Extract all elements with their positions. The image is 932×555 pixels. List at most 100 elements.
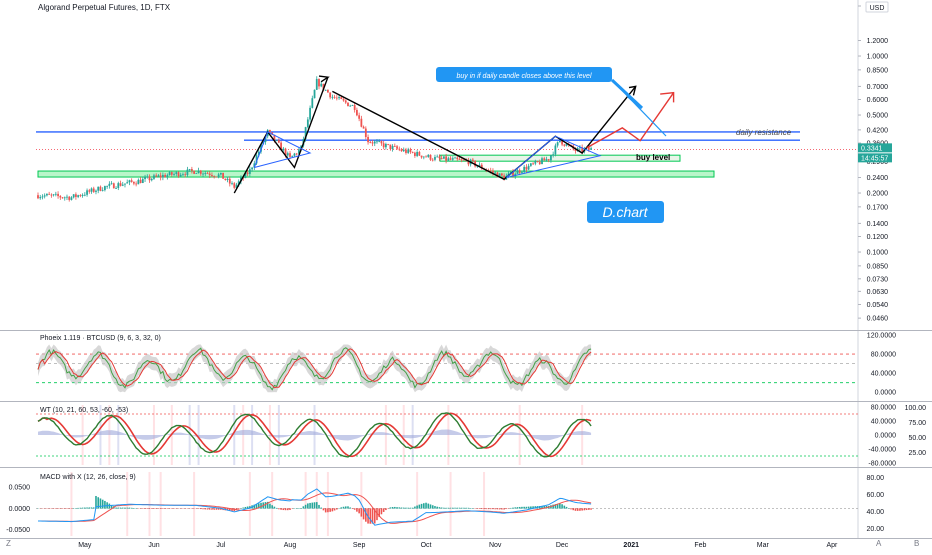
price-tick-label: 0.2000 — [867, 191, 889, 198]
time-tick-label: Dec — [556, 542, 569, 549]
candle-body — [528, 166, 530, 170]
candle-body — [392, 146, 394, 149]
candle-body — [195, 173, 197, 174]
candle-body — [358, 115, 360, 118]
price-tick-label: 0.0850 — [867, 263, 889, 270]
macd-histogram-bar — [425, 503, 427, 509]
candle-body — [166, 175, 168, 177]
candle-body — [548, 159, 550, 160]
candle-body — [307, 119, 309, 127]
candle-body — [117, 183, 119, 188]
candle-body — [79, 195, 81, 196]
log-scale-button[interactable]: B — [914, 539, 919, 548]
price-tick-label: 1.2000 — [867, 38, 889, 45]
candle-body — [546, 159, 548, 160]
macd-histogram-bar — [349, 507, 351, 508]
candle-body — [164, 175, 166, 177]
macd-histogram-bar — [271, 505, 273, 508]
macd-histogram-bar — [568, 508, 570, 509]
macd-right-tick-label: 20.00 — [866, 526, 884, 533]
macd-signal-bar — [327, 472, 329, 536]
candle-body — [247, 173, 249, 174]
macd-histogram-bar — [528, 507, 530, 509]
macd-right-tick-label: 80.00 — [866, 475, 884, 482]
candle-body — [42, 197, 44, 198]
candle-body — [532, 163, 534, 164]
macd-histogram-bar — [238, 508, 240, 509]
macd-histogram-bar — [329, 508, 331, 512]
macd-tick-label: 0.0000 — [9, 506, 31, 513]
candle-body — [387, 144, 389, 145]
macd-histogram-bar — [564, 506, 566, 509]
macd-histogram-bar — [316, 502, 318, 508]
macd-histogram-bar — [122, 508, 124, 509]
candle-body — [169, 172, 171, 175]
macd-histogram-bar — [410, 508, 412, 509]
candle-body — [193, 171, 195, 174]
candle-body — [447, 158, 449, 160]
macd-histogram-bar — [276, 508, 278, 509]
candle-body — [314, 90, 316, 98]
candle-body — [360, 119, 362, 127]
candle-body — [191, 169, 193, 171]
macd-histogram-bar — [274, 507, 276, 509]
macd-histogram-bar — [280, 508, 282, 509]
macd-histogram-bar — [242, 508, 244, 509]
candle-body — [231, 183, 233, 184]
macd-histogram-bar — [77, 508, 79, 509]
macd-histogram-bar — [144, 508, 146, 509]
candle-body — [537, 161, 539, 162]
candle-body — [427, 155, 429, 157]
candle-body — [534, 161, 536, 164]
candle-body — [55, 194, 57, 195]
candle-body — [318, 79, 320, 86]
macd-histogram-bar — [198, 508, 200, 509]
macd-histogram-bar — [497, 508, 499, 509]
macd-histogram-bar — [559, 503, 561, 508]
candle-body — [494, 173, 496, 174]
macd-histogram-bar — [490, 508, 492, 509]
candle-body — [160, 175, 162, 177]
macd-histogram-bar — [345, 506, 347, 508]
macd-histogram-bar — [124, 508, 126, 509]
macd-histogram-bar — [202, 508, 204, 509]
candle-body — [347, 103, 349, 107]
candle-body — [102, 190, 104, 191]
macd-histogram-bar — [492, 508, 494, 509]
macd-histogram-bar — [88, 507, 90, 508]
candle-body — [276, 140, 278, 141]
candle-body — [543, 158, 545, 160]
macd-histogram-bar — [84, 508, 86, 509]
candle-body — [86, 190, 88, 194]
macd-histogram-bar — [207, 508, 209, 509]
candle-body — [461, 159, 463, 160]
macd-histogram-bar — [586, 508, 588, 510]
candle-body — [363, 127, 365, 129]
macd-signal-bar — [70, 472, 72, 536]
candle-body — [541, 158, 543, 164]
phoeix-tick-label: 0.0000 — [875, 390, 897, 397]
candle-body — [416, 152, 418, 156]
candle-body — [50, 195, 52, 196]
wt-tick-label: 0.0000 — [875, 433, 897, 440]
auto-scale-button[interactable]: A — [876, 539, 881, 548]
chart-title: Algorand Perpetual Futures, 1D, FTX — [38, 3, 171, 12]
candle-body — [39, 197, 41, 198]
candle-body — [296, 154, 298, 155]
candle-body — [459, 159, 461, 160]
candle-body — [414, 153, 416, 156]
price-tick-label: 0.6000 — [867, 97, 889, 104]
candle-body — [171, 172, 173, 175]
candle-body — [539, 162, 541, 164]
buy-callout-text: buy in if daily candle closes above this… — [456, 73, 591, 80]
candle-body — [88, 190, 90, 191]
zoom-button[interactable]: Z — [6, 539, 11, 548]
candle-body — [62, 197, 64, 198]
macd-histogram-bar — [401, 508, 403, 509]
macd-histogram-bar — [245, 507, 247, 509]
macd-histogram-bar — [485, 508, 487, 509]
candle-body — [37, 195, 39, 198]
macd-histogram-bar — [162, 508, 164, 509]
candle-body — [526, 167, 528, 170]
